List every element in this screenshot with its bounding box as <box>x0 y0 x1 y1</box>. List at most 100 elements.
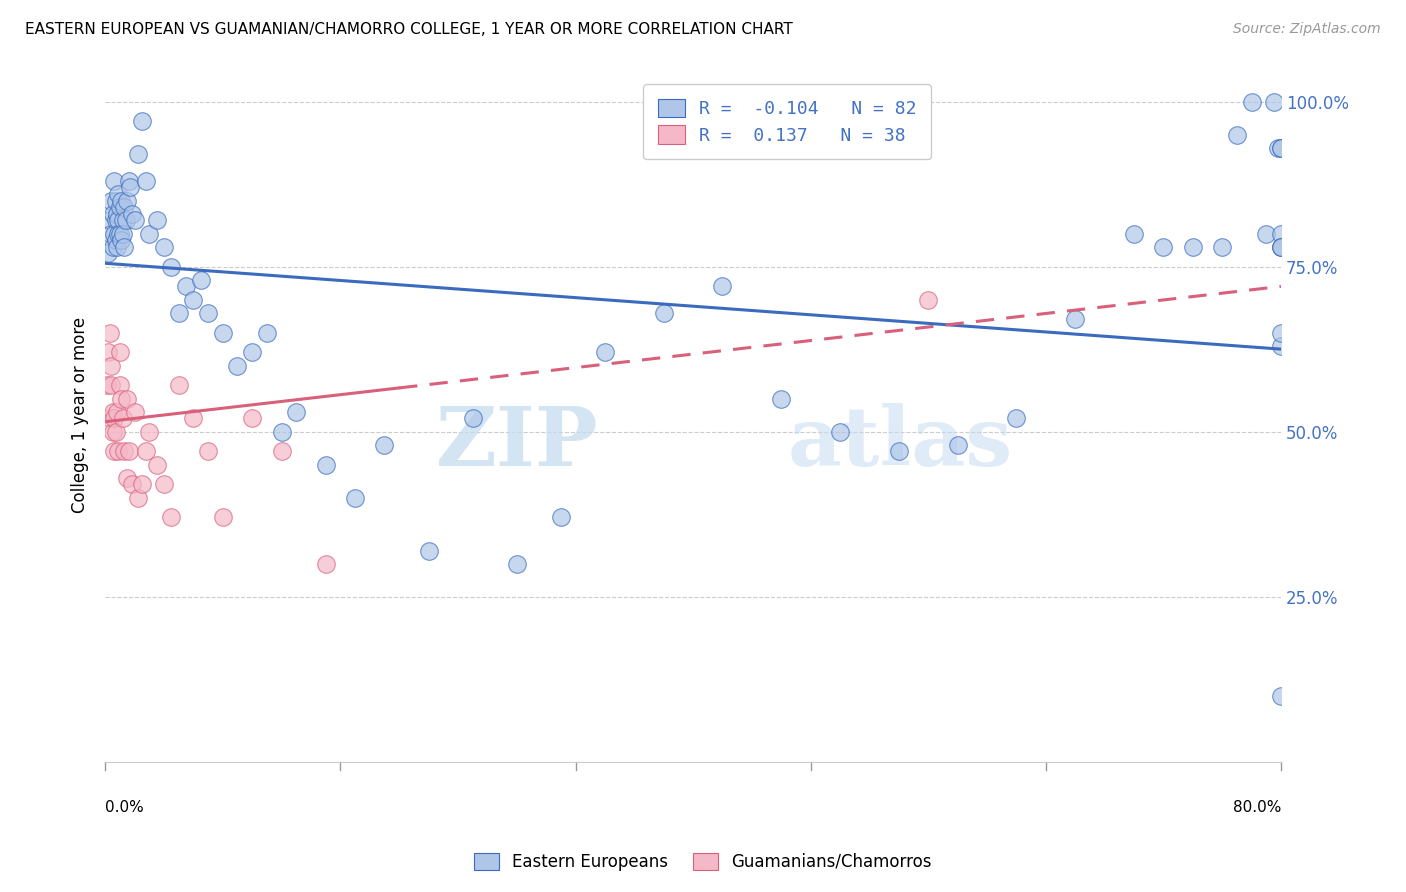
Legend: Eastern Europeans, Guamanians/Chamorros: Eastern Europeans, Guamanians/Chamorros <box>465 845 941 880</box>
Point <box>121 477 143 491</box>
Point <box>917 293 939 307</box>
Point <box>98 326 121 340</box>
Point <box>107 227 129 241</box>
Point <box>197 306 219 320</box>
Point <box>120 180 142 194</box>
Point <box>1181 240 1204 254</box>
Point <box>100 359 122 373</box>
Point <box>124 405 146 419</box>
Point <box>153 240 176 254</box>
Point <box>226 359 249 373</box>
Point <box>124 213 146 227</box>
Point <box>127 491 149 505</box>
Point <box>240 411 263 425</box>
Point <box>138 227 160 241</box>
Point <box>100 227 122 241</box>
Point <box>1256 227 1278 241</box>
Point <box>153 477 176 491</box>
Point <box>183 293 205 307</box>
Point <box>108 378 131 392</box>
Point <box>197 444 219 458</box>
Point <box>118 174 141 188</box>
Text: Source: ZipAtlas.com: Source: ZipAtlas.com <box>1233 22 1381 37</box>
Point <box>104 213 127 227</box>
Point <box>98 213 121 227</box>
Point <box>104 233 127 247</box>
Point <box>105 240 128 254</box>
Point <box>1270 240 1292 254</box>
Point <box>104 194 127 208</box>
Point <box>167 306 190 320</box>
Point <box>96 378 118 392</box>
Point <box>946 438 969 452</box>
Point <box>110 233 132 247</box>
Point <box>828 425 851 439</box>
Point <box>887 444 910 458</box>
Point <box>285 405 308 419</box>
Text: atlas: atlas <box>787 403 1012 483</box>
Point <box>138 425 160 439</box>
Text: 80.0%: 80.0% <box>1233 800 1281 815</box>
Point <box>107 213 129 227</box>
Point <box>100 194 122 208</box>
Point <box>101 405 124 419</box>
Point <box>167 378 190 392</box>
Point <box>97 345 120 359</box>
Point <box>101 207 124 221</box>
Point <box>1152 240 1174 254</box>
Point <box>211 326 233 340</box>
Point <box>593 345 616 359</box>
Point <box>1226 128 1249 142</box>
Y-axis label: College, 1 year or more: College, 1 year or more <box>72 317 89 513</box>
Point <box>1270 141 1292 155</box>
Point <box>108 200 131 214</box>
Point <box>256 326 278 340</box>
Text: 0.0%: 0.0% <box>105 800 143 815</box>
Point <box>1211 240 1233 254</box>
Point <box>101 425 124 439</box>
Point <box>1123 227 1146 241</box>
Point <box>105 405 128 419</box>
Point <box>100 378 122 392</box>
Point <box>131 114 153 128</box>
Point <box>1270 141 1292 155</box>
Point <box>270 444 292 458</box>
Point <box>108 227 131 241</box>
Point <box>315 458 337 472</box>
Point <box>117 471 139 485</box>
Point <box>121 207 143 221</box>
Point <box>103 411 125 425</box>
Point <box>1270 339 1292 353</box>
Point <box>1270 240 1292 254</box>
Point <box>114 213 136 227</box>
Point <box>373 438 395 452</box>
Point <box>127 147 149 161</box>
Point <box>103 174 125 188</box>
Point <box>111 227 134 241</box>
Point <box>270 425 292 439</box>
Text: ZIP: ZIP <box>436 403 599 483</box>
Point <box>1270 689 1292 703</box>
Point <box>105 207 128 221</box>
Point <box>112 444 135 458</box>
Point <box>506 557 529 571</box>
Point <box>711 279 734 293</box>
Point <box>107 444 129 458</box>
Point <box>103 227 125 241</box>
Point <box>160 510 183 524</box>
Point <box>108 345 131 359</box>
Point <box>104 425 127 439</box>
Point <box>418 543 440 558</box>
Point <box>1263 95 1285 109</box>
Point <box>550 510 572 524</box>
Point <box>118 444 141 458</box>
Point <box>652 306 675 320</box>
Point <box>1267 141 1289 155</box>
Point <box>461 411 484 425</box>
Point <box>315 557 337 571</box>
Point <box>145 213 167 227</box>
Point <box>770 392 793 406</box>
Point <box>103 444 125 458</box>
Point <box>97 246 120 260</box>
Point <box>117 392 139 406</box>
